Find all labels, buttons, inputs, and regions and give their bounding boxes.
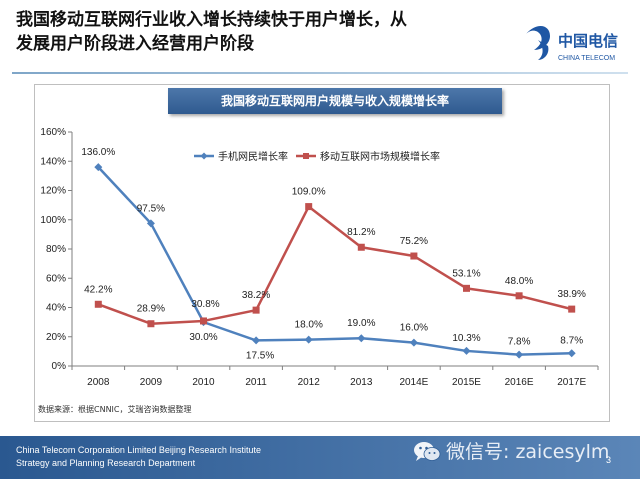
chart-legend: 手机网民增长率 移动互联网市场规模增长率 — [194, 150, 440, 163]
series-line — [97, 205, 573, 325]
series-point — [410, 252, 418, 260]
y-tick-label: 20% — [46, 332, 66, 343]
legend-marker — [303, 153, 309, 159]
title-divider — [12, 72, 628, 74]
slide-title: 我国移动互联网行业收入增长持续快于用户增长，从 发展用户阶段进入经营用户阶段 — [16, 8, 516, 56]
x-tick-label: 2013 — [350, 377, 373, 388]
slide-title-line-1: 我国移动互联网行业收入增长持续快于用户增长，从 — [16, 10, 407, 30]
data-label: 8.7% — [560, 335, 583, 346]
y-tick-label: 100% — [40, 215, 66, 226]
x-tick-label: 2010 — [192, 377, 215, 388]
chart-series — [94, 163, 576, 359]
page-number: 3 — [606, 455, 612, 465]
footer-institute: China Telecom Corporation Limited Beijin… — [16, 445, 261, 455]
series-point — [252, 336, 261, 345]
data-label: 53.1% — [452, 268, 480, 279]
series-point — [94, 300, 102, 308]
x-tick-label: 2017E — [557, 377, 586, 388]
logo-text-cn: 中国电信 — [558, 32, 618, 50]
data-label: 28.9% — [137, 304, 165, 315]
y-tick-label: 120% — [40, 186, 66, 197]
series-point — [147, 320, 155, 328]
series-point — [515, 350, 524, 359]
y-tick-label: 160% — [40, 127, 66, 138]
slide-title-line-2: 发展用户阶段进入经营用户阶段 — [16, 34, 254, 54]
legend-marker — [200, 152, 208, 160]
y-tick-label: 60% — [46, 273, 66, 284]
data-label: 42.2% — [84, 284, 112, 295]
chart-title: 我国移动互联网用户规模与收入规模增长率 — [168, 88, 502, 114]
data-label: 38.2% — [242, 290, 270, 301]
x-tick-label: 2008 — [87, 377, 110, 388]
series-point — [357, 243, 365, 251]
legend-label: 手机网民增长率 — [218, 150, 288, 163]
series-point — [252, 306, 260, 314]
x-tick-label: 2012 — [298, 377, 321, 388]
data-label: 17.5% — [246, 350, 274, 361]
data-label: 30.8% — [191, 299, 219, 310]
series-point — [146, 219, 155, 228]
y-tick-label: 80% — [46, 244, 66, 255]
series-point — [305, 203, 313, 211]
data-label: 81.2% — [347, 227, 375, 238]
wechat-icon — [412, 439, 442, 465]
x-tick-label: 2011 — [245, 377, 267, 388]
y-tick-label: 140% — [40, 156, 66, 167]
data-label: 97.5% — [137, 203, 165, 214]
series-point — [567, 349, 576, 358]
series-line — [97, 166, 572, 356]
data-label: 7.8% — [508, 337, 531, 348]
chart-axes: 0% 20% 40% 60% 80% 100% 120% 140% 160% 2008 2009 20… — [40, 127, 599, 388]
chart-source-note: 数据来源：根据CNNIC，艾瑞咨询数据整理 — [38, 404, 192, 414]
data-label: 30.0% — [189, 332, 217, 343]
series-point — [462, 346, 471, 355]
data-label: 38.9% — [558, 289, 586, 300]
footer-bar — [0, 436, 640, 479]
series-point — [200, 317, 207, 325]
series-point — [94, 163, 103, 172]
data-label: 109.0% — [292, 187, 326, 198]
x-tick-label: 2014E — [399, 377, 428, 388]
series-point — [568, 305, 576, 313]
data-label: 48.0% — [505, 276, 533, 287]
legend-label: 移动互联网市场规模增长率 — [320, 150, 440, 163]
data-label: 19.0% — [347, 318, 375, 329]
data-label: 75.2% — [400, 236, 428, 247]
x-tick-label: 2016E — [505, 377, 534, 388]
series-point — [357, 334, 366, 343]
chart-data-labels: 136.0% 97.5% 30.0% 17.5% 18.0% 19.0% 16.0% 10.3… — [81, 147, 586, 361]
footer-department: Strategy and Planning Research Departmen… — [16, 458, 196, 468]
series-point — [409, 338, 418, 347]
logo-text-en: CHINA TELECOM — [558, 55, 615, 62]
x-tick-label: 2009 — [140, 377, 163, 388]
x-tick-label: 2015E — [452, 377, 481, 388]
y-tick-label: 40% — [46, 303, 66, 314]
series-point — [515, 292, 523, 300]
data-label: 136.0% — [81, 147, 115, 158]
wechat-watermark: 微信号: zaicesylm — [446, 441, 610, 463]
series-point — [463, 284, 470, 292]
china-telecom-logo-icon: 中国电信 CHINA TELECOM — [526, 25, 618, 62]
data-label: 10.3% — [452, 333, 480, 344]
series-point — [304, 335, 313, 344]
y-tick-label: 0% — [52, 361, 67, 372]
data-label: 18.0% — [295, 320, 323, 331]
data-label: 16.0% — [400, 323, 428, 334]
china-telecom-logo: 中国电信 CHINA TELECOM — [520, 20, 632, 70]
